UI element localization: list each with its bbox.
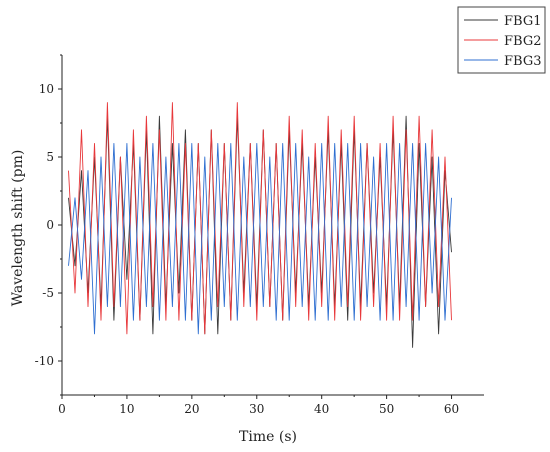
- legend: FBG1 FBG2 FBG3: [457, 6, 546, 74]
- y-tick-label: -5: [42, 286, 54, 300]
- y-tick-label: 10: [39, 82, 54, 96]
- axes-layer: 0 10 20 30 40 50 60 -10 -5 0 5 10: [35, 54, 484, 416]
- legend-label-fbg1: FBG1: [504, 14, 541, 29]
- x-tick-label: 40: [314, 402, 329, 416]
- y-tick-label: -10: [35, 354, 54, 368]
- x-tick-label: 60: [444, 402, 459, 416]
- x-tick-label: 0: [58, 402, 66, 416]
- x-tick-label: 30: [249, 402, 264, 416]
- x-axis-title: Time (s): [239, 429, 297, 445]
- y-tick-label: 5: [46, 150, 54, 164]
- x-tick-label: 10: [119, 402, 134, 416]
- series-layer: [68, 102, 452, 348]
- x-tick-label: 50: [379, 402, 394, 416]
- x-tick-label: 20: [184, 402, 199, 416]
- y-tick-label: 0: [46, 218, 54, 232]
- legend-box: [457, 6, 546, 74]
- legend-label-fbg2: FBG2: [504, 34, 541, 49]
- series-line-fbg3: [68, 142, 452, 335]
- y-axis-title: Wavelength shift (pm): [10, 150, 26, 307]
- legend-label-fbg3: FBG3: [504, 54, 541, 69]
